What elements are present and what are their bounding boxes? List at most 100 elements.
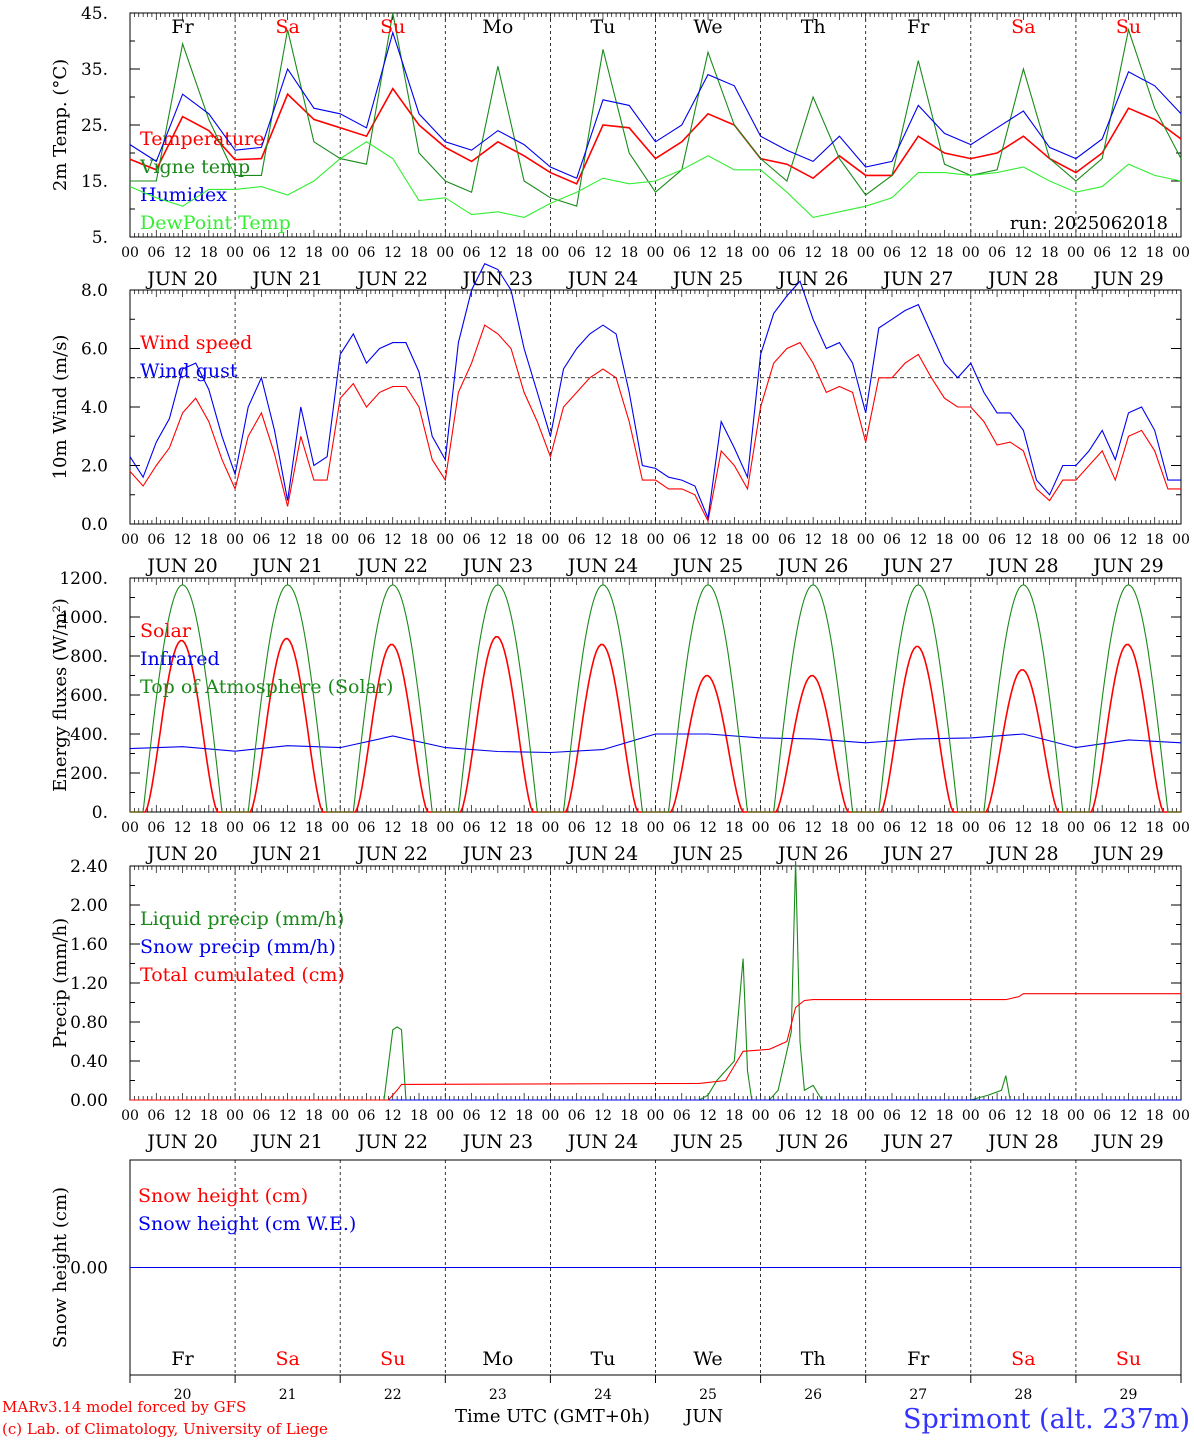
date-label: JUN 22 bbox=[356, 843, 428, 865]
y-tick-label: 25. bbox=[81, 116, 108, 136]
hour-tick-label: 06 bbox=[988, 245, 1006, 261]
hour-tick-label: 06 bbox=[568, 1108, 586, 1124]
date-label: JUN 29 bbox=[1091, 555, 1163, 577]
legend-entry: Infrared bbox=[140, 648, 220, 670]
hour-tick-label: 00 bbox=[1067, 820, 1085, 836]
run-label: run: 2025062018 bbox=[1010, 213, 1168, 234]
series-line bbox=[129, 262, 1181, 521]
hour-tick-label: 06 bbox=[988, 532, 1006, 548]
weekday-label: Tu bbox=[590, 1348, 615, 1370]
date-number-label: 29 bbox=[1120, 1387, 1138, 1403]
station-title: Sprimont (alt. 237m) bbox=[903, 1404, 1190, 1435]
y-tick-label: 400. bbox=[70, 725, 108, 745]
hour-tick-label: 06 bbox=[147, 1108, 165, 1124]
hour-tick-label: 18 bbox=[831, 532, 849, 548]
hour-tick-label: 06 bbox=[358, 532, 376, 548]
hour-tick-label: 18 bbox=[1041, 245, 1059, 261]
weekday-label: Sa bbox=[275, 16, 299, 38]
hour-tick-label: 12 bbox=[804, 820, 822, 836]
weekday-label: Th bbox=[801, 1348, 826, 1370]
legend-entry: Snow height (cm W.E.) bbox=[138, 1213, 356, 1235]
hour-tick-label: 06 bbox=[988, 820, 1006, 836]
hour-tick-label: 00 bbox=[1172, 245, 1190, 261]
x-axis-month: JUN bbox=[683, 1406, 723, 1427]
hour-tick-label: 18 bbox=[515, 245, 533, 261]
hour-tick-label: 18 bbox=[936, 820, 954, 836]
hour-tick-label: 12 bbox=[1120, 820, 1138, 836]
hour-tick-label: 06 bbox=[778, 1108, 796, 1124]
series-line bbox=[129, 30, 1182, 179]
date-label: JUN 25 bbox=[671, 268, 743, 290]
date-number-label: 21 bbox=[279, 1387, 297, 1403]
hour-tick-label: 00 bbox=[962, 820, 980, 836]
hour-tick-label: 18 bbox=[725, 532, 743, 548]
hour-tick-label: 06 bbox=[147, 245, 165, 261]
hour-tick-label: 18 bbox=[1146, 245, 1164, 261]
date-label: JUN 24 bbox=[566, 1131, 638, 1153]
hour-tick-label: 18 bbox=[831, 820, 849, 836]
hour-tick-label: 00 bbox=[647, 532, 665, 548]
hour-tick-label: 18 bbox=[936, 245, 954, 261]
hour-tick-label: 06 bbox=[1093, 532, 1111, 548]
date-label: JUN 20 bbox=[145, 1131, 217, 1153]
hour-tick-label: 06 bbox=[883, 245, 901, 261]
hour-tick-label: 00 bbox=[331, 245, 349, 261]
date-label: JUN 25 bbox=[671, 555, 743, 577]
hour-tick-label: 12 bbox=[804, 532, 822, 548]
hour-tick-label: 00 bbox=[647, 1108, 665, 1124]
hour-tick-label: 00 bbox=[1067, 1108, 1085, 1124]
hour-tick-label: 18 bbox=[200, 1108, 218, 1124]
series-line bbox=[129, 733, 1182, 754]
hour-tick-label: 12 bbox=[489, 1108, 507, 1124]
legend-entry: Wind gust bbox=[140, 360, 238, 382]
hour-tick-label: 12 bbox=[1120, 1108, 1138, 1124]
weekday-label: We bbox=[693, 16, 722, 38]
hour-tick-label: 00 bbox=[752, 245, 770, 261]
hour-tick-label: 18 bbox=[1041, 820, 1059, 836]
hour-tick-label: 12 bbox=[1120, 532, 1138, 548]
hour-tick-label: 00 bbox=[541, 1108, 559, 1124]
hour-tick-label: 06 bbox=[883, 820, 901, 836]
hour-tick-label: 06 bbox=[568, 820, 586, 836]
date-label: JUN 26 bbox=[776, 268, 848, 290]
hour-tick-label: 12 bbox=[174, 245, 192, 261]
date-label: JUN 23 bbox=[461, 555, 533, 577]
weekday-label: Mo bbox=[482, 16, 513, 38]
date-label: JUN 25 bbox=[671, 843, 743, 865]
date-label: JUN 25 bbox=[671, 1131, 743, 1153]
hour-tick-label: 00 bbox=[436, 532, 454, 548]
y-axis-label: 10m Wind (m/s) bbox=[50, 335, 71, 480]
hour-tick-label: 12 bbox=[594, 820, 612, 836]
date-label: JUN 22 bbox=[356, 555, 428, 577]
hour-tick-label: 00 bbox=[857, 532, 875, 548]
y-tick-label: 1000. bbox=[59, 608, 108, 628]
hour-tick-label: 18 bbox=[725, 245, 743, 261]
y-tick-label: 35. bbox=[81, 60, 108, 80]
y-tick-label: 0.80 bbox=[70, 1013, 108, 1033]
hour-tick-label: 12 bbox=[489, 245, 507, 261]
y-axis-label: Snow height (cm) bbox=[50, 1187, 71, 1348]
date-label: JUN 29 bbox=[1091, 1131, 1163, 1153]
legend-entry: Liquid precip (mm/h) bbox=[140, 908, 344, 930]
hour-tick-label: 06 bbox=[778, 820, 796, 836]
hour-tick-label: 00 bbox=[962, 245, 980, 261]
hour-tick-label: 00 bbox=[121, 532, 139, 548]
hour-tick-label: 00 bbox=[1067, 245, 1085, 261]
hour-tick-label: 06 bbox=[1093, 1108, 1111, 1124]
weekday-label: Sa bbox=[275, 1348, 299, 1370]
hour-tick-label: 06 bbox=[463, 1108, 481, 1124]
weekday-label: Fr bbox=[171, 16, 194, 38]
hour-tick-label: 12 bbox=[909, 1108, 927, 1124]
date-label: JUN 20 bbox=[145, 555, 217, 577]
hour-tick-label: 12 bbox=[384, 532, 402, 548]
hour-tick-label: 18 bbox=[410, 245, 428, 261]
series-line bbox=[130, 993, 1181, 1101]
date-number-label: 27 bbox=[909, 1387, 927, 1403]
date-number-label: 23 bbox=[489, 1387, 507, 1403]
hour-tick-label: 06 bbox=[778, 532, 796, 548]
hour-tick-label: 18 bbox=[200, 245, 218, 261]
hour-tick-label: 18 bbox=[305, 245, 323, 261]
y-tick-label: 200. bbox=[70, 764, 108, 784]
hour-tick-label: 12 bbox=[1014, 1108, 1032, 1124]
